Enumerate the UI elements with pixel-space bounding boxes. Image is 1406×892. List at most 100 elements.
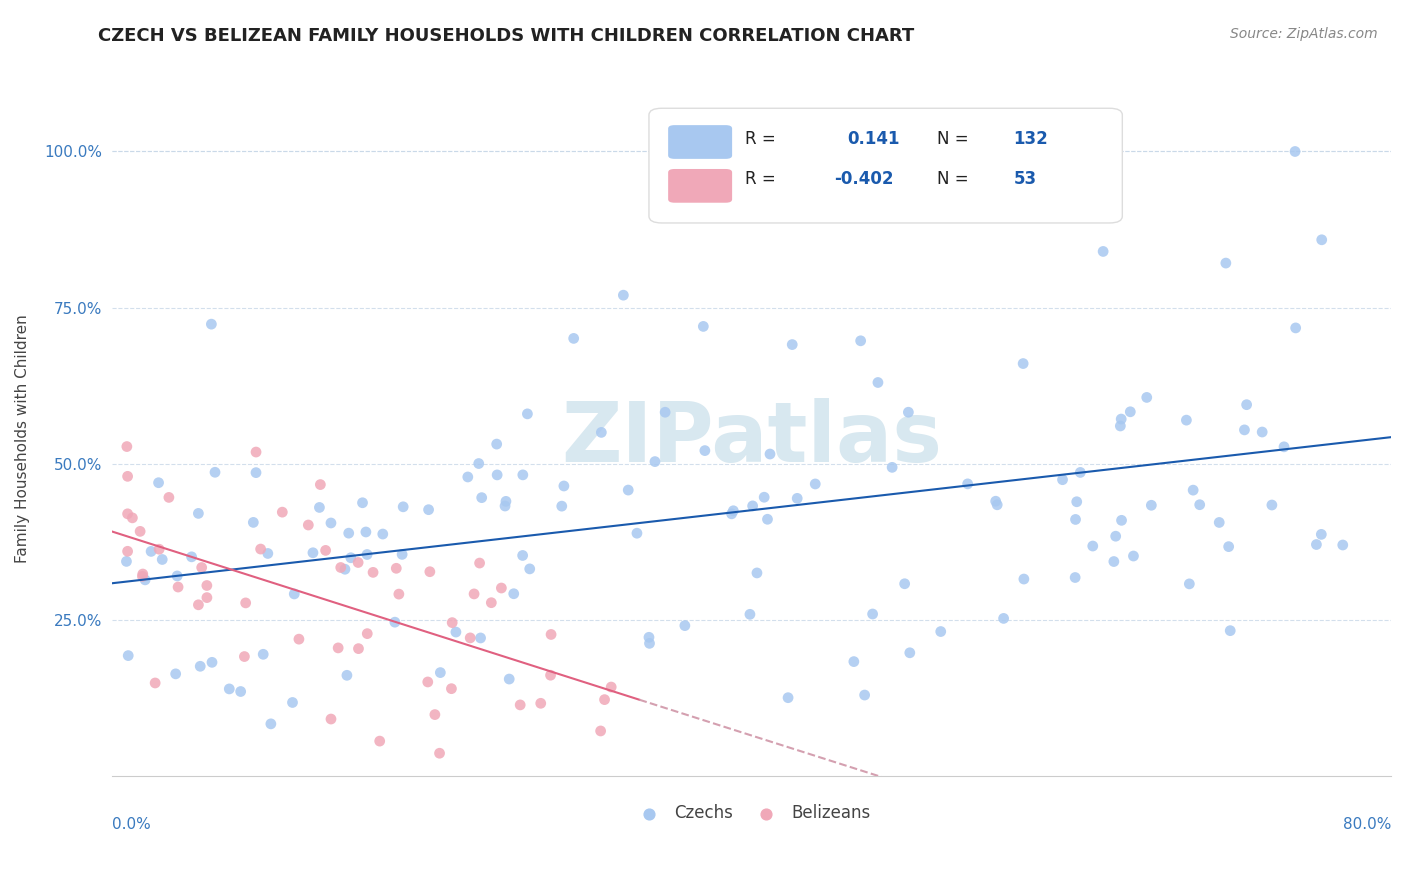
Legend: Czechs, Belizeans: Czechs, Belizeans: [626, 797, 877, 829]
Point: [368, 734, 391, 748]
Point: [502, 587, 524, 601]
Point: [384, 615, 406, 630]
Point: [419, 565, 441, 579]
Point: [392, 500, 415, 514]
Point: [148, 542, 170, 557]
Point: [328, 640, 350, 655]
Point: [1284, 145, 1306, 159]
Point: [468, 556, 491, 570]
Point: [385, 561, 408, 575]
Y-axis label: Family Households with Children: Family Households with Children: [15, 315, 30, 563]
Point: [626, 526, 648, 541]
Point: [157, 491, 180, 505]
Point: [862, 607, 884, 621]
Point: [540, 668, 562, 682]
Point: [591, 425, 613, 440]
Point: [201, 656, 224, 670]
Point: [336, 668, 359, 682]
Point: [897, 405, 920, 419]
Point: [745, 566, 768, 580]
Point: [457, 470, 479, 484]
Point: [853, 688, 876, 702]
Point: [882, 460, 904, 475]
Point: [842, 655, 865, 669]
FancyBboxPatch shape: [650, 108, 1122, 223]
Point: [416, 675, 439, 690]
Point: [1272, 440, 1295, 454]
Point: [898, 646, 921, 660]
Text: 53: 53: [1014, 170, 1036, 188]
Point: [440, 681, 463, 696]
Point: [612, 288, 634, 302]
Point: [347, 556, 370, 570]
Point: [200, 317, 222, 331]
Point: [188, 659, 211, 673]
Point: [117, 648, 139, 663]
Point: [187, 598, 209, 612]
Point: [1175, 413, 1198, 427]
Point: [235, 596, 257, 610]
Point: [165, 666, 187, 681]
Point: [132, 567, 155, 582]
Point: [519, 562, 541, 576]
Point: [494, 499, 516, 513]
Point: [1064, 570, 1087, 584]
Point: [986, 498, 1008, 512]
Point: [804, 477, 827, 491]
Point: [993, 611, 1015, 625]
Point: [463, 587, 485, 601]
Text: 132: 132: [1014, 129, 1049, 148]
Point: [245, 445, 267, 459]
Point: [509, 698, 531, 712]
Point: [354, 524, 377, 539]
Point: [117, 507, 139, 521]
Point: [617, 483, 640, 497]
Point: [1122, 549, 1144, 563]
Point: [308, 500, 330, 515]
Point: [249, 542, 271, 557]
Point: [1140, 498, 1163, 512]
Point: [388, 587, 411, 601]
Point: [1102, 555, 1125, 569]
Point: [245, 466, 267, 480]
Point: [1178, 577, 1201, 591]
Point: [319, 712, 342, 726]
Point: [150, 552, 173, 566]
Point: [441, 615, 464, 630]
Point: [1188, 498, 1211, 512]
Point: [780, 337, 803, 351]
Point: [134, 573, 156, 587]
Point: [1218, 540, 1240, 554]
Point: [139, 544, 162, 558]
Point: [1066, 495, 1088, 509]
Point: [1105, 529, 1128, 543]
Text: CZECH VS BELIZEAN FAMILY HOUSEHOLDS WITH CHILDREN CORRELATION CHART: CZECH VS BELIZEAN FAMILY HOUSEHOLDS WITH…: [98, 27, 915, 45]
Point: [866, 376, 889, 390]
Point: [984, 494, 1007, 508]
Point: [1310, 527, 1333, 541]
Point: [754, 490, 776, 504]
Point: [486, 467, 509, 482]
Point: [512, 549, 534, 563]
Point: [600, 680, 623, 694]
Point: [260, 716, 283, 731]
Point: [512, 467, 534, 482]
Point: [720, 507, 742, 521]
Point: [256, 546, 278, 560]
Point: [467, 457, 489, 471]
Point: [117, 544, 139, 558]
Point: [1251, 425, 1274, 439]
Point: [143, 676, 166, 690]
Point: [1261, 498, 1284, 512]
Point: [491, 581, 513, 595]
Point: [309, 477, 332, 491]
Point: [297, 518, 319, 533]
Point: [893, 576, 915, 591]
Point: [129, 524, 152, 539]
Point: [654, 405, 676, 419]
Point: [458, 631, 481, 645]
FancyBboxPatch shape: [668, 125, 733, 159]
Point: [1052, 473, 1074, 487]
Point: [956, 476, 979, 491]
Point: [498, 672, 520, 686]
